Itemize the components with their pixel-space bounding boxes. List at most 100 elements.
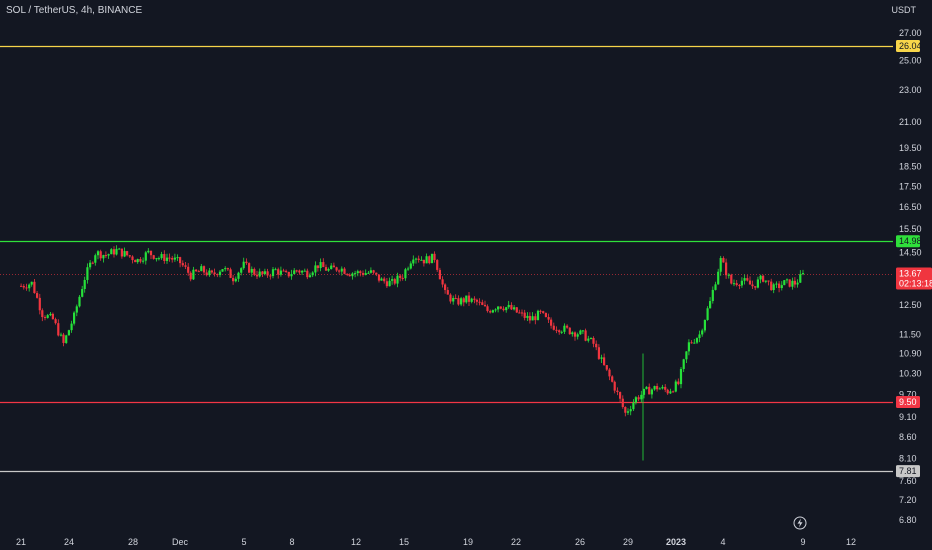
candle-body <box>263 271 266 274</box>
price-axis[interactable]: 27.00 25.00 23.00 21.00 19.50 18.50 17.50 16.50… <box>899 28 922 525</box>
candle-body <box>298 270 301 273</box>
candle-body <box>664 386 667 390</box>
candle-body <box>658 388 661 390</box>
candles <box>20 245 805 461</box>
candle-body <box>534 316 537 321</box>
candle-body <box>375 272 378 275</box>
candle-body <box>621 398 624 408</box>
candle-body <box>293 270 296 275</box>
candle-body <box>57 323 60 336</box>
candle-body <box>258 271 261 277</box>
symbol-title: SOL / TetherUS, 4h, BINANCE <box>6 5 143 16</box>
last-price-label: 13.67 <box>899 269 922 279</box>
price-tick-label: 14.50 <box>899 248 922 258</box>
candle-body <box>369 270 372 273</box>
candle-body <box>43 317 47 319</box>
candle-body <box>767 280 770 282</box>
candle-body <box>698 334 701 339</box>
candle-body <box>497 306 500 310</box>
candle-body <box>210 270 213 273</box>
candle-body <box>316 265 319 269</box>
candle-body <box>568 327 571 335</box>
time-tick-label: 4 <box>720 537 725 547</box>
time-tick-label: 28 <box>128 537 138 547</box>
candle-body <box>666 389 669 394</box>
candle-body <box>481 302 484 305</box>
candle-body <box>332 265 335 268</box>
candle-body <box>41 310 44 318</box>
candle-body <box>467 295 471 302</box>
candle-body <box>86 267 89 280</box>
price-tick-label: 8.60 <box>899 432 917 442</box>
candle-body <box>727 274 730 276</box>
candle-body <box>626 411 630 413</box>
candle-body <box>764 280 767 282</box>
candle-body <box>118 248 121 250</box>
candle-body <box>701 330 704 335</box>
candle-body <box>89 262 92 268</box>
candle-body <box>147 250 150 253</box>
candle-body <box>287 271 290 277</box>
candle-body <box>322 262 325 268</box>
price-badge-support: 9.50 <box>896 396 920 408</box>
candle-body <box>608 369 611 377</box>
candle-body <box>152 255 155 259</box>
candle-body <box>653 386 656 390</box>
candle-body <box>640 394 643 400</box>
candle-body <box>613 381 616 391</box>
candle-body <box>489 311 492 313</box>
candle-body <box>441 279 444 285</box>
candle-body <box>486 306 489 312</box>
candle-body <box>573 332 577 337</box>
candle-body <box>661 386 664 389</box>
candle-body <box>475 299 478 302</box>
candle-body <box>460 298 463 305</box>
candle-body <box>515 307 518 313</box>
candle-body <box>491 310 494 313</box>
time-tick-label: 8 <box>289 537 294 547</box>
lightning-icon[interactable] <box>793 516 807 530</box>
candle-body <box>539 310 542 312</box>
candle-body <box>306 270 309 278</box>
candle-body <box>104 255 107 257</box>
candle-body <box>99 251 102 259</box>
candle-body <box>163 254 166 261</box>
candle-body <box>560 331 563 333</box>
candle-body <box>38 297 41 311</box>
price-badge-label: 26.04 <box>899 41 922 51</box>
price-tick-label: 9.70 <box>899 390 917 400</box>
candle-body <box>176 257 179 259</box>
candle-body <box>142 260 145 262</box>
candle-body <box>449 294 452 302</box>
time-tick-label: 9 <box>800 537 805 547</box>
price-tick-label: 25.00 <box>899 55 922 65</box>
price-tick-label: 8.10 <box>899 453 917 463</box>
candle-body <box>648 386 651 395</box>
candle-body <box>361 273 365 275</box>
price-tick-label: 16.50 <box>899 202 922 212</box>
candle-body <box>208 270 211 276</box>
candle-body <box>28 284 31 289</box>
time-axis[interactable]: 21 24 28 Dec 5 8 12 15 19 22 26 29 2023 4 9 12 <box>16 537 856 547</box>
candle-body <box>46 315 49 318</box>
candle-body <box>237 272 240 279</box>
price-tick-label: 12.50 <box>899 300 922 310</box>
candle-body <box>436 260 439 270</box>
currency-label: USDT <box>891 5 917 15</box>
candle-body <box>81 289 84 297</box>
candle-body <box>335 267 338 271</box>
candle-body <box>730 274 733 284</box>
candle-body <box>295 270 298 272</box>
candle-body <box>611 376 614 382</box>
candle-body <box>740 280 743 286</box>
candle-body <box>338 270 341 272</box>
candle-body <box>253 268 256 275</box>
candle-body <box>404 269 407 279</box>
price-badge-top-resistance: 26.04 <box>896 40 922 52</box>
candle-body <box>407 268 410 270</box>
candle-body <box>22 285 25 288</box>
candle-body <box>115 248 118 255</box>
price-tick-label: 23.00 <box>899 85 922 95</box>
